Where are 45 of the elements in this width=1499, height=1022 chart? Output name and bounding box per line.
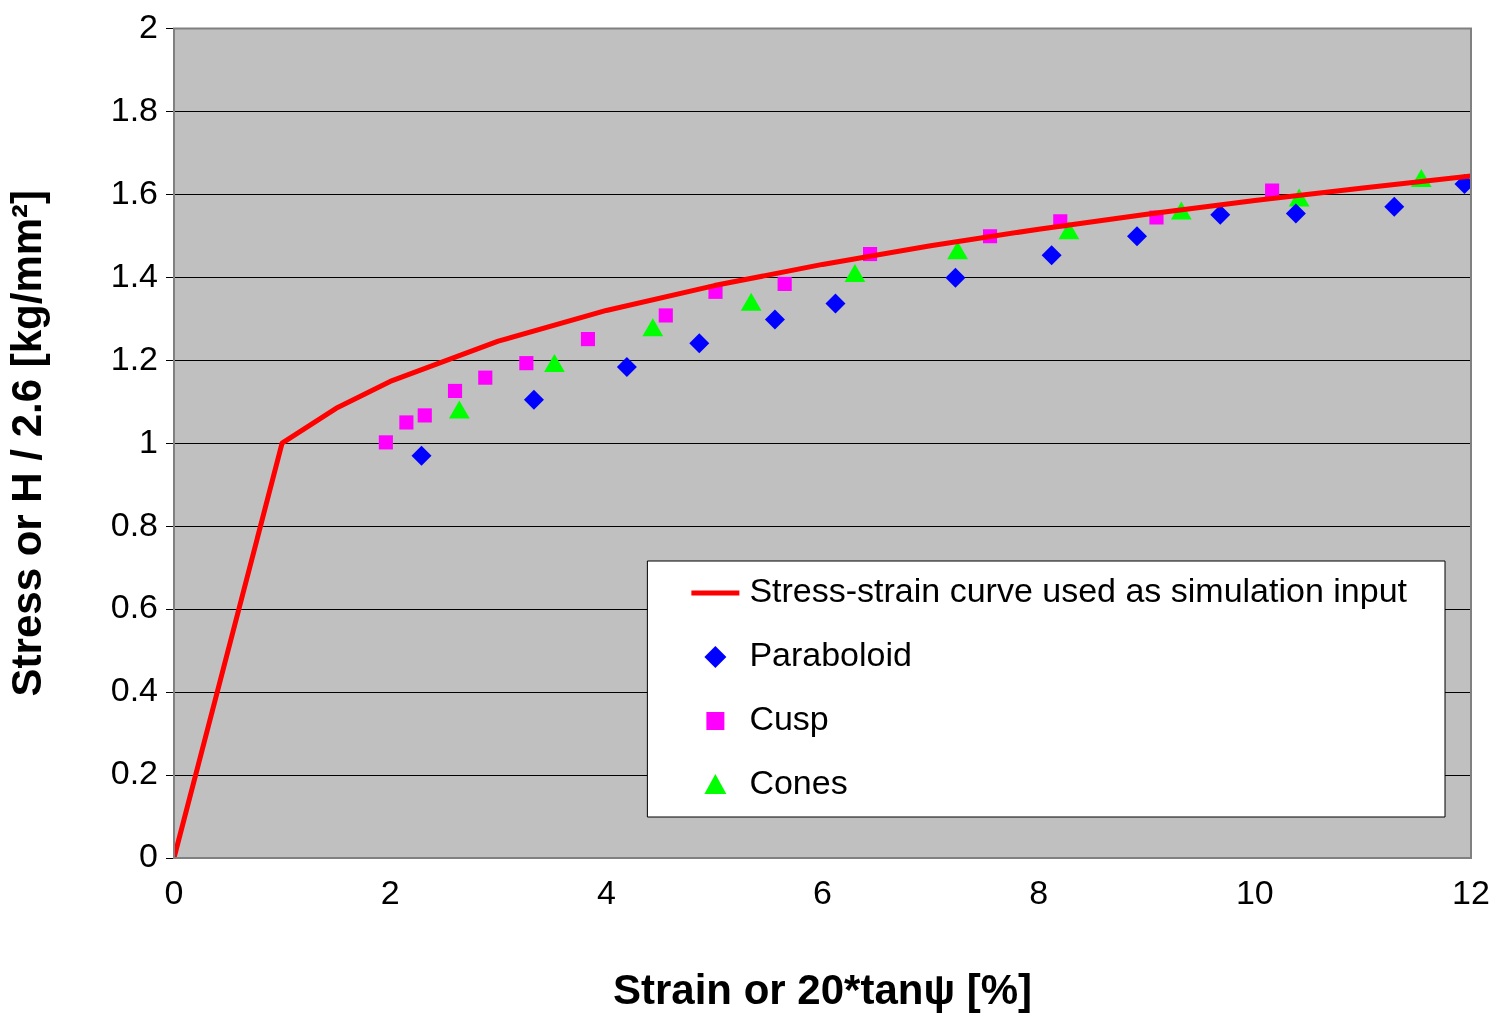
point: [378, 435, 393, 450]
legend-label: Cusp: [749, 699, 829, 738]
legend-label: Cones: [749, 763, 848, 802]
point: [1384, 196, 1405, 217]
x-tick-label: 4: [596, 872, 616, 911]
point: [417, 408, 432, 423]
y-tick-label: 2: [139, 6, 158, 45]
x-tick-label: 2: [380, 872, 400, 911]
point: [523, 389, 544, 410]
x-tick-label: 0: [164, 872, 184, 911]
point: [658, 308, 673, 323]
y-axis-title: Stress or H / 2.6 [kg/mm²]: [2, 189, 50, 697]
y-tick-label: 0.8: [110, 504, 158, 543]
y-tick-label: 0.4: [110, 670, 158, 709]
point: [689, 333, 710, 354]
x-axis-title: Strain or 20*tanψ [%]: [612, 966, 1033, 1014]
point: [447, 383, 463, 399]
x-tick-label: 8: [1029, 872, 1049, 911]
legend-label: Paraboloid: [749, 635, 912, 674]
y-tick-label: 1: [139, 421, 158, 460]
point: [825, 293, 846, 314]
y-tick-label: 1.8: [110, 89, 158, 128]
y-tick-label: 0.6: [110, 587, 158, 626]
point: [580, 332, 596, 347]
point: [945, 267, 966, 288]
y-tick-label: 1.4: [110, 255, 158, 294]
point: [519, 356, 534, 371]
x-tick-label: 10: [1235, 872, 1274, 911]
point: [777, 276, 792, 291]
point: [616, 356, 637, 377]
point: [764, 309, 785, 330]
y-tick-label: 0.2: [110, 753, 158, 792]
point: [1041, 245, 1062, 266]
y-tick-label: 1.6: [110, 172, 158, 211]
y-tick-label: 1.2: [110, 338, 158, 377]
point: [1210, 204, 1231, 225]
x-tick-label: 6: [813, 872, 832, 911]
point: [1285, 203, 1306, 224]
point: [478, 370, 493, 385]
point: [399, 415, 414, 430]
y-tick-label: 0: [139, 836, 158, 875]
point: [1127, 226, 1148, 247]
legend-label: Stress-strain curve used as simulation input: [749, 571, 1408, 610]
point: [411, 445, 432, 466]
x-tick-label: 12: [1452, 872, 1490, 911]
